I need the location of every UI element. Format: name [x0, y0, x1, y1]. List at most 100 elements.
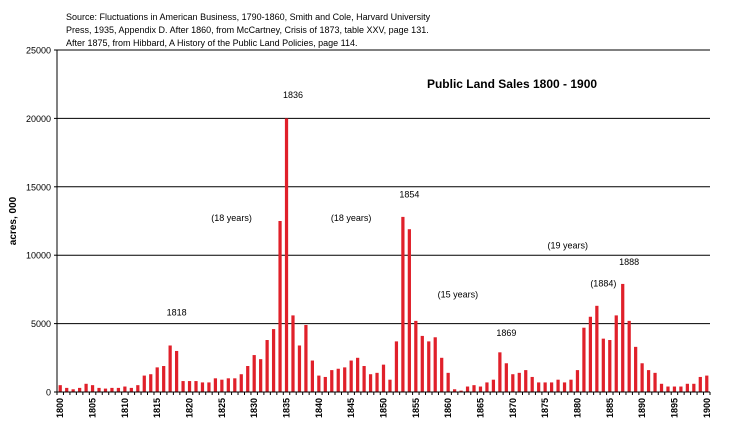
bar — [394, 341, 399, 392]
bar — [646, 370, 651, 392]
bar — [349, 360, 353, 392]
bar — [478, 386, 483, 392]
bar — [155, 367, 159, 392]
bar — [556, 379, 560, 392]
bar — [627, 320, 631, 392]
bar — [149, 374, 153, 392]
source-note-line-2: Press, 1935, Appendix D. After 1860, fro… — [66, 25, 429, 35]
x-tick-label: 1895 — [669, 398, 679, 418]
bar — [78, 387, 82, 392]
x-tick-label: 1880 — [572, 398, 582, 418]
bar — [679, 386, 683, 392]
x-tick-label: 1885 — [605, 398, 615, 418]
x-tick-label: 1835 — [282, 398, 292, 418]
bar — [103, 388, 108, 392]
bar — [601, 338, 605, 392]
bar — [569, 379, 573, 392]
annotation-label: 1836 — [283, 90, 303, 100]
x-tick-label: 1840 — [314, 398, 324, 418]
bar — [634, 346, 638, 392]
bar — [116, 387, 121, 392]
bar — [271, 329, 276, 392]
x-tick-label: 1870 — [508, 398, 518, 418]
bar — [220, 379, 224, 392]
bar — [65, 387, 69, 392]
bar — [653, 372, 657, 392]
axes — [54, 49, 711, 395]
y-tick-labels: 0 5000 10000 15000 20000 25000 — [26, 46, 51, 398]
y-tick-label: 20000 — [26, 114, 51, 124]
bar — [291, 315, 295, 392]
bar — [614, 315, 618, 392]
bar — [317, 375, 321, 392]
bar — [84, 383, 88, 392]
bar — [284, 118, 289, 393]
bar — [368, 374, 373, 392]
bar — [142, 375, 146, 392]
bar — [549, 382, 554, 392]
bar — [465, 386, 470, 392]
bar — [666, 386, 670, 392]
annotation-label: 1818 — [167, 307, 187, 317]
bar — [388, 379, 392, 392]
annotation-label: 1869 — [496, 328, 516, 338]
bar — [330, 370, 334, 392]
annotation-label: (19 years) — [548, 240, 589, 250]
bar — [246, 366, 250, 392]
bar — [239, 374, 243, 392]
bar — [336, 368, 340, 392]
bar — [543, 382, 547, 392]
bar — [194, 381, 198, 392]
x-tick-label: 1855 — [411, 398, 421, 418]
bar — [226, 378, 230, 392]
annotation-label: (18 years) — [211, 213, 252, 223]
annotation-label: (1884) — [590, 279, 616, 289]
bar — [162, 366, 166, 392]
annotation-label: 1888 — [619, 257, 639, 267]
x-tick-label: 1845 — [346, 398, 356, 418]
bar — [433, 337, 437, 392]
bar — [259, 359, 263, 392]
bar — [440, 357, 444, 392]
bar — [511, 374, 515, 392]
annotation-label: (15 years) — [438, 290, 479, 300]
y-tick-label: 5000 — [31, 319, 51, 329]
x-tick-label: 1860 — [443, 398, 453, 418]
bar — [517, 372, 521, 392]
bar — [207, 382, 211, 392]
bar — [446, 372, 450, 392]
x-tick-label: 1900 — [702, 398, 712, 418]
bar — [174, 350, 179, 392]
bar — [524, 370, 528, 392]
x-tick-label: 1820 — [185, 398, 195, 418]
bar — [659, 383, 664, 392]
bar — [414, 320, 418, 392]
bar — [588, 316, 593, 392]
bar — [187, 381, 192, 392]
bar — [252, 355, 256, 392]
bar — [71, 389, 75, 392]
bar — [362, 366, 366, 392]
x-tick-label: 1830 — [249, 398, 259, 418]
bar — [698, 376, 702, 392]
x-tick-label: 1800 — [55, 398, 65, 418]
bar — [575, 370, 580, 392]
bar — [504, 363, 508, 392]
bar — [123, 386, 127, 392]
bar — [498, 352, 502, 392]
bar — [685, 383, 689, 392]
annotations: 1818 1836 1854 1869 1888 (18 years) (18 years)… — [167, 90, 640, 338]
bar — [401, 216, 405, 392]
bar — [278, 221, 282, 392]
y-tick-label: 25000 — [26, 46, 51, 56]
bar — [672, 386, 677, 392]
bar — [90, 385, 95, 392]
bar — [323, 376, 327, 392]
bar — [265, 340, 269, 392]
bar — [297, 345, 302, 392]
x-tick-label: 1875 — [540, 398, 550, 418]
annotation-label: 1854 — [399, 190, 419, 200]
bar — [58, 385, 62, 392]
bar — [233, 378, 237, 392]
